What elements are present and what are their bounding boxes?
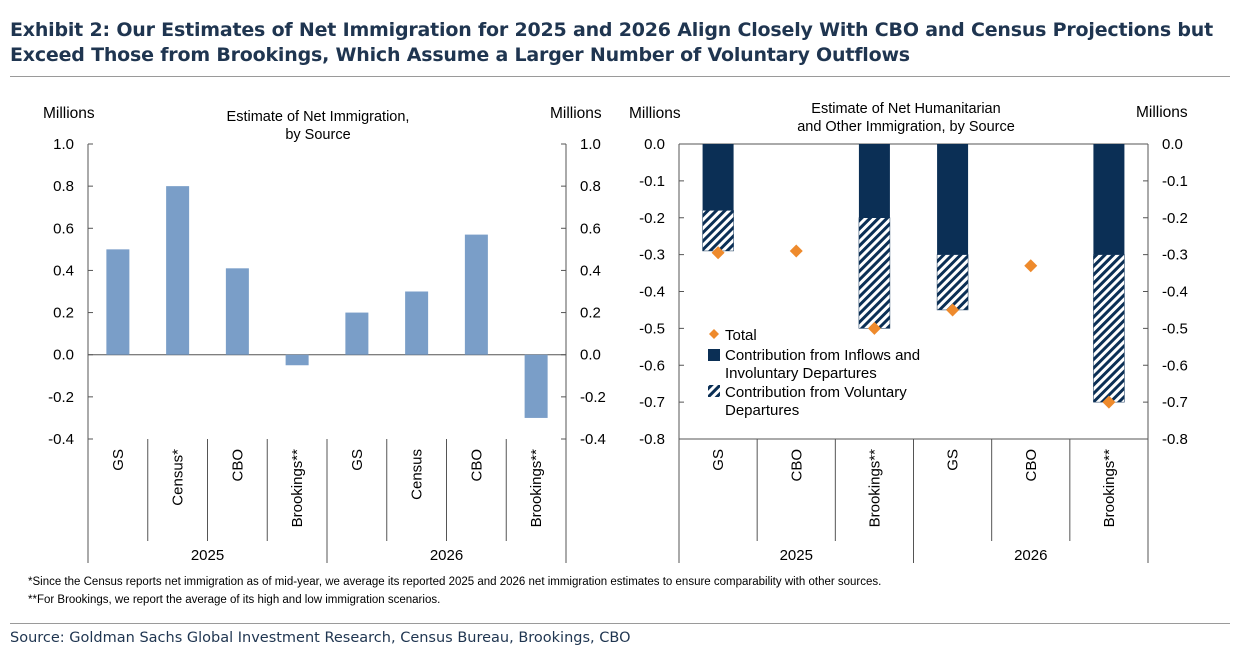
category-label: Brookings** <box>1101 449 1118 528</box>
title-rule <box>10 76 1230 77</box>
legend-label: Departures <box>725 402 799 419</box>
y-tick-label-left: 0.0 <box>644 136 665 153</box>
category-label: Census <box>409 449 426 500</box>
category-label: Brookings** <box>528 449 545 528</box>
category-label: GS <box>945 449 962 471</box>
bar-inflows <box>1093 144 1125 255</box>
bar <box>285 354 309 366</box>
charts-canvas: 1.0 1.0 0.8 0.8 0.6 0.6 0.4 0.4 0.2 0.2 0.0 0.0 -0.2… <box>43 101 1188 564</box>
bar <box>106 249 130 355</box>
y-tick-label-left: 0.2 <box>53 305 74 322</box>
y-tick-label-right: 0.8 <box>580 178 601 195</box>
total-marker <box>946 303 960 317</box>
bar <box>464 234 488 355</box>
y-tick-label-right: -0.4 <box>1162 284 1188 301</box>
category-label: Brookings** <box>289 449 306 528</box>
y-tick-label-right: -0.5 <box>1162 320 1188 337</box>
legend-label: Total <box>725 327 757 344</box>
group-label: 2026 <box>1014 547 1047 564</box>
y-tick-label-left: -0.8 <box>639 431 665 448</box>
group-label: 2025 <box>780 547 813 564</box>
total-marker <box>711 246 725 260</box>
bar-inflows <box>702 144 734 211</box>
y-tick-label-right: 0.2 <box>580 305 601 322</box>
legend-inflows-swatch <box>708 349 720 361</box>
y-tick-label-left: 0.4 <box>53 262 74 279</box>
bar <box>524 354 548 418</box>
bar <box>405 291 429 355</box>
y-tick-label-right: -0.3 <box>1162 247 1188 264</box>
bar-voluntary <box>936 254 969 311</box>
category-label: Brookings** <box>866 449 883 528</box>
bar-inflows <box>858 144 890 218</box>
chart-title-line: Estimate of Net Immigration, <box>227 109 410 125</box>
category-label: CBO <box>468 449 485 482</box>
category-label: GS <box>110 449 127 471</box>
category-label: Census* <box>170 449 187 506</box>
y-tick-label-right: -0.4 <box>580 431 606 448</box>
chart-title-line: by Source <box>285 127 350 143</box>
y-tick-label-left: -0.7 <box>639 394 665 411</box>
left-chart: 1.0 1.0 0.8 0.8 0.6 0.6 0.4 0.4 0.2 0.2 0.0 0.0 -0.2… <box>43 105 606 564</box>
y-tick-label-left: 0.6 <box>53 220 74 237</box>
y-tick-label-right: 0.6 <box>580 220 601 237</box>
bar-voluntary <box>858 217 891 329</box>
bar <box>225 268 249 355</box>
y-tick-label-left: -0.2 <box>639 210 665 227</box>
y-tick-label-left: -0.5 <box>639 320 665 337</box>
footnote-census: *Since the Census reports net immigratio… <box>28 576 882 588</box>
bar-voluntary <box>702 210 734 252</box>
y-tick-label-left: 0.0 <box>53 347 74 364</box>
category-label: GS <box>710 449 727 471</box>
bar-inflows <box>937 144 969 255</box>
y-tick-label-left: -0.4 <box>48 431 74 448</box>
y-tick-label-right: 0.0 <box>580 347 601 364</box>
category-label: GS <box>349 449 366 471</box>
y-tick-label-right: -0.7 <box>1162 394 1188 411</box>
y-axis-label-right: Millions <box>550 105 602 122</box>
legend-voluntary-swatch <box>708 385 720 397</box>
y-axis-label-left: Millions <box>629 105 681 122</box>
y-tick-label-right: -0.2 <box>580 389 606 406</box>
total-marker <box>867 321 881 335</box>
source-text: Source: Goldman Sachs Global Investment … <box>10 630 631 646</box>
y-tick-label-left: -0.6 <box>639 357 665 374</box>
footnote-brookings: **For Brookings, we report the average o… <box>28 594 441 606</box>
y-tick-label-left: 1.0 <box>53 136 74 153</box>
legend-label: Involuntary Departures <box>725 365 877 382</box>
total-marker <box>789 244 803 258</box>
y-tick-label-right: 0.4 <box>580 262 601 279</box>
chart-title-line: and Other Immigration, by Source <box>797 119 1015 135</box>
y-tick-label-left: -0.3 <box>639 247 665 264</box>
total-marker <box>1024 259 1038 273</box>
y-tick-label-left: -0.1 <box>639 173 665 190</box>
category-label: CBO <box>788 449 805 482</box>
y-tick-label-right: -0.8 <box>1162 431 1188 448</box>
y-tick-label-left: 0.8 <box>53 178 74 195</box>
group-label: 2026 <box>430 547 463 564</box>
right-chart: 0.0 0.0 -0.1 -0.1 -0.2 -0.2 -0.3 -0.3 -0.4 -0.4 -0… <box>629 101 1188 564</box>
legend-total-marker <box>709 329 719 339</box>
bar <box>166 186 190 355</box>
exhibit-title: Exhibit 2: Our Estimates of Net Immigrat… <box>10 19 1213 66</box>
y-tick-label-left: -0.2 <box>48 389 74 406</box>
y-tick-label-right: -0.1 <box>1162 173 1188 190</box>
y-tick-label-right: -0.6 <box>1162 357 1188 374</box>
source-rule <box>10 623 1230 624</box>
y-axis-label-left: Millions <box>43 105 95 122</box>
legend-label: Contribution from Voluntary <box>725 384 907 401</box>
y-tick-label-right: 0.0 <box>1162 136 1183 153</box>
category-label: CBO <box>229 449 246 482</box>
group-label: 2025 <box>191 547 224 564</box>
y-axis-label-right: Millions <box>1136 104 1188 121</box>
y-tick-label-right: 1.0 <box>580 136 601 153</box>
category-label: CBO <box>1023 449 1040 482</box>
chart-title-line: Estimate of Net Humanitarian <box>811 101 1000 117</box>
total-marker <box>1102 395 1116 409</box>
bar <box>345 312 369 355</box>
legend-label: Contribution from Inflows and <box>725 347 920 364</box>
y-tick-label-right: -0.2 <box>1162 210 1188 227</box>
bar-voluntary <box>1093 254 1125 403</box>
y-tick-label-left: -0.4 <box>639 284 665 301</box>
